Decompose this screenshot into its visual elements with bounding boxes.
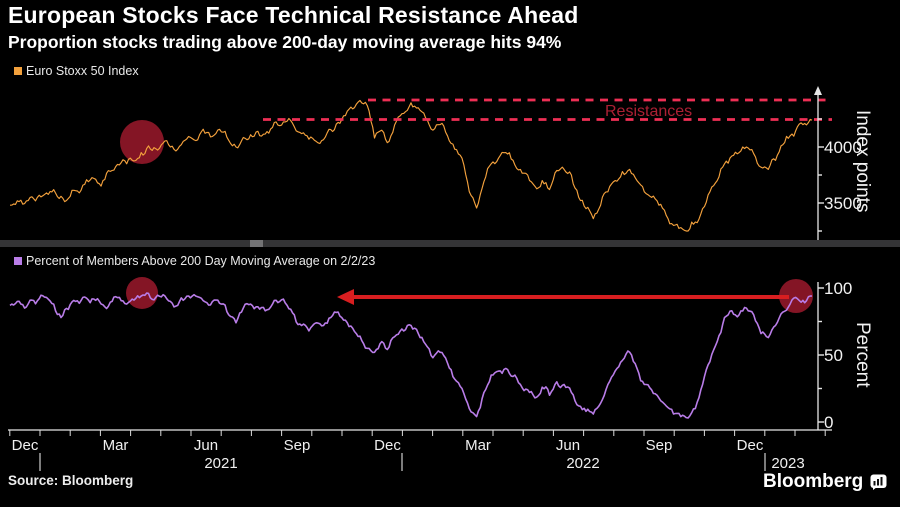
bottom-ytick-50: 50 [824, 346, 843, 365]
top-ytick-3500: 3500 [824, 194, 862, 213]
panel-divider-handle[interactable] [250, 240, 263, 247]
chart-subtitle: Proportion stocks trading above 200-day … [8, 32, 562, 52]
legend-swatch-purple-icon [14, 257, 22, 265]
x-axis-month-ticks [9, 430, 826, 436]
top-y-axis-title: Index points [852, 110, 873, 212]
xtick-sep-2022: Sep [646, 437, 673, 454]
year-label-2022: 2022 [566, 455, 599, 472]
xtick-dec-2022: Dec [737, 437, 764, 454]
xtick-jun-2022: Jun [556, 437, 580, 454]
xtick-dec-2020: Dec [12, 437, 39, 454]
bloomberg-wordmark: Bloomberg [763, 471, 864, 492]
bottom-y-axis-ticks [818, 287, 824, 423]
year-label-2021: 2021 [204, 455, 237, 472]
legend-euro-stoxx-label: Euro Stoxx 50 Index [26, 64, 139, 78]
top-y-axis-arrow-icon [814, 86, 822, 95]
chart-title: European Stocks Face Technical Resistanc… [8, 2, 579, 28]
bloomberg-logo-icon [870, 474, 887, 490]
resistances-label: Resistances [605, 103, 692, 120]
highlight-circle-bottom-left [126, 277, 158, 309]
highlight-circle-bottom-right [779, 279, 813, 313]
bloomberg-brand: Bloomberg [763, 471, 887, 493]
xtick-jun-2021: Jun [194, 437, 218, 454]
highlight-circle-top [120, 120, 164, 164]
legend-swatch-orange-icon [14, 67, 22, 75]
xtick-mar-2021: Mar [103, 437, 129, 454]
legend-percent-members-label: Percent of Members Above 200 Day Moving … [26, 254, 376, 268]
legend-percent-members: Percent of Members Above 200 Day Moving … [14, 254, 375, 268]
xtick-dec-2021: Dec [374, 437, 401, 454]
xtick-mar-2022: Mar [465, 437, 491, 454]
top-y-axis-ticks [818, 118, 824, 232]
legend-euro-stoxx: Euro Stoxx 50 Index [14, 64, 139, 78]
source-credit: Source: Bloomberg [8, 473, 134, 488]
euro-stoxx-line [9, 99, 813, 232]
percent-members-line [9, 292, 813, 419]
panel-divider[interactable] [0, 240, 900, 247]
year-label-2023: 2023 [771, 455, 804, 472]
bottom-ytick-0: 0 [824, 413, 833, 432]
xtick-sep-2021: Sep [284, 437, 311, 454]
bottom-ytick-100: 100 [824, 279, 852, 298]
year-separators [39, 453, 766, 471]
top-ytick-4000: 4000 [824, 138, 862, 157]
lookback-arrow-head-icon [337, 289, 354, 305]
bottom-y-axis-title: Percent [852, 322, 873, 388]
